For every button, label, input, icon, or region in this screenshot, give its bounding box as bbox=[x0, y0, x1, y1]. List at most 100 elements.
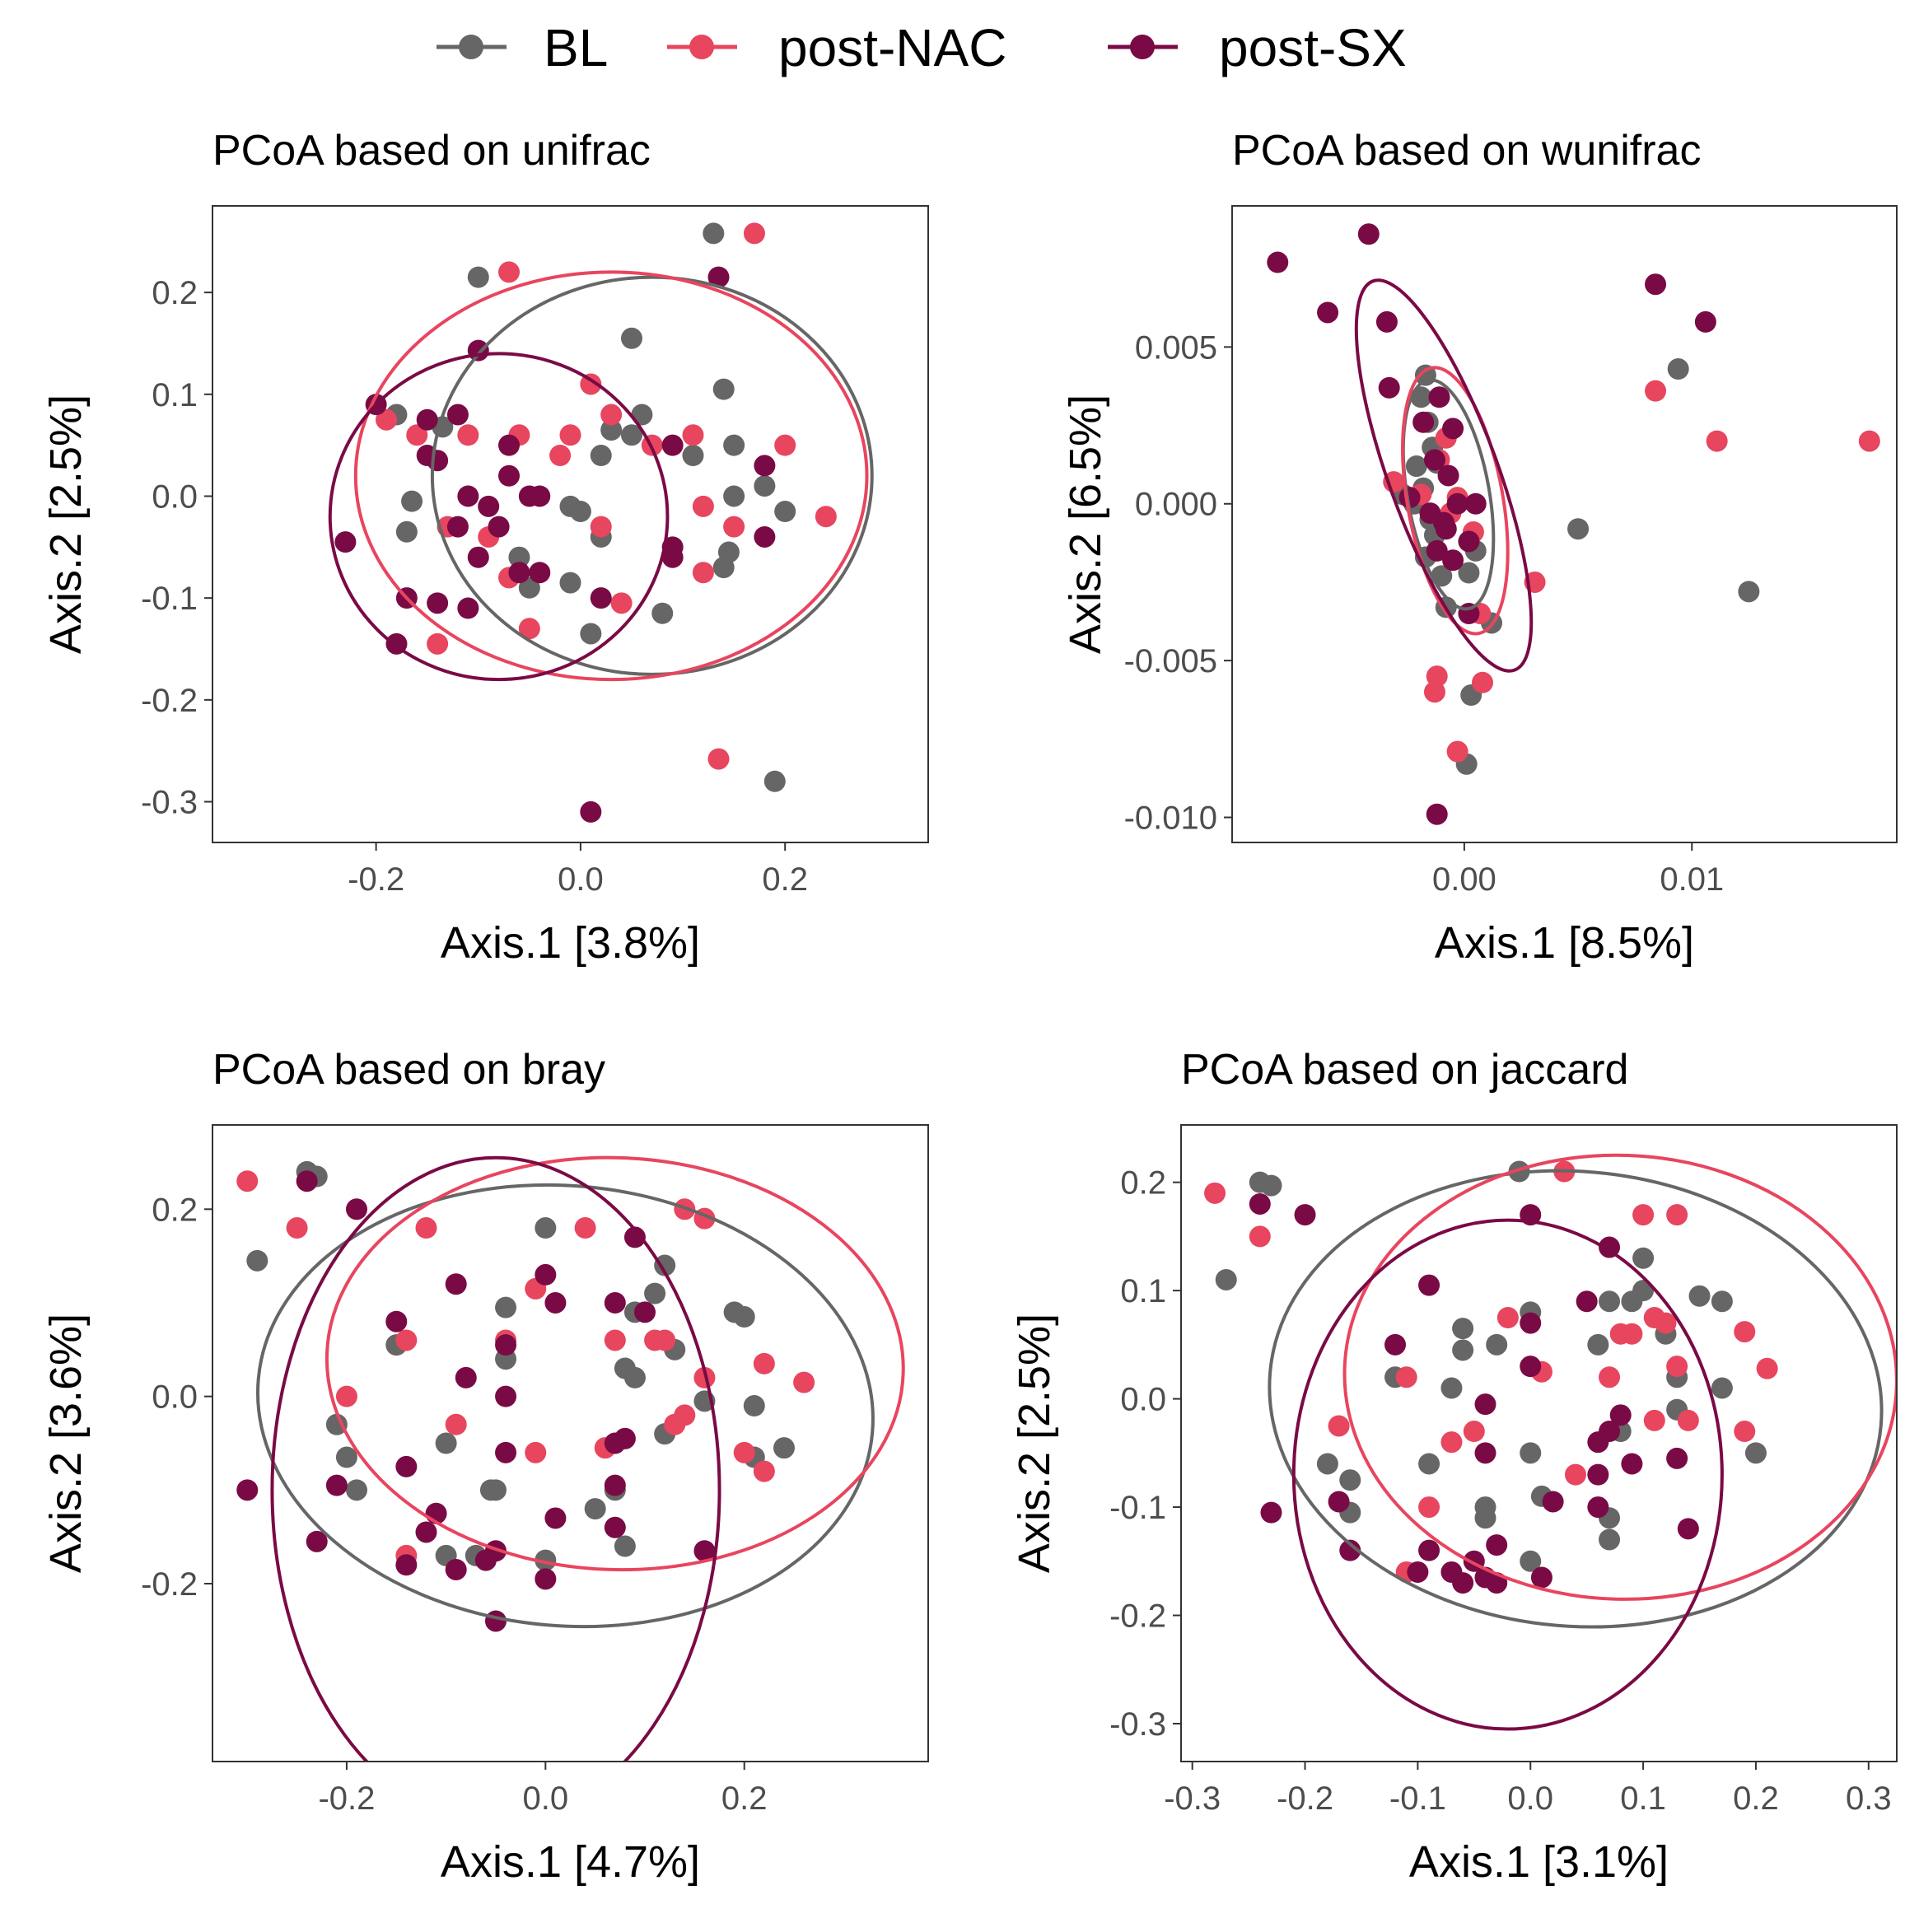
point-post-nac bbox=[1734, 1321, 1756, 1343]
point-post-nac bbox=[1328, 1415, 1350, 1437]
point-bl bbox=[717, 541, 740, 563]
ellipse-post-sx bbox=[270, 1155, 721, 1762]
point-post-sx bbox=[446, 404, 469, 426]
y-axis-title: Axis.2 [2.5%] bbox=[41, 394, 91, 654]
point-bl bbox=[435, 1432, 457, 1454]
point-post-sx bbox=[1621, 1453, 1643, 1475]
point-bl bbox=[1632, 1247, 1655, 1269]
ellipse-post-sx bbox=[1354, 278, 1534, 673]
point-post-sx bbox=[1384, 1333, 1407, 1356]
point-post-sx bbox=[580, 800, 602, 823]
point-bl bbox=[1440, 1377, 1463, 1399]
point-post-sx bbox=[1609, 1404, 1632, 1426]
point-post-sx bbox=[604, 1516, 626, 1538]
point-bl bbox=[614, 1535, 636, 1557]
point-post-nac bbox=[692, 495, 714, 517]
ellipse-post-nac bbox=[1342, 1153, 1897, 1601]
point-bl bbox=[620, 327, 642, 349]
point-post-sx bbox=[478, 495, 500, 517]
point-post-nac bbox=[415, 1217, 437, 1239]
point-post-sx bbox=[457, 597, 479, 619]
point-post-sx bbox=[495, 1385, 517, 1407]
point-post-sx bbox=[385, 1310, 408, 1332]
point-post-sx bbox=[346, 1198, 368, 1220]
ellipse-post-nac bbox=[325, 1155, 905, 1572]
y-tick-label: -0.3 bbox=[141, 785, 198, 821]
point-post-sx bbox=[296, 1170, 318, 1192]
point-post-nac bbox=[610, 592, 633, 614]
point-post-sx bbox=[754, 525, 776, 548]
point-post-nac bbox=[1472, 671, 1494, 693]
point-post-nac bbox=[498, 261, 521, 283]
point-post-sx bbox=[604, 1291, 626, 1314]
y-tick-label: -0.005 bbox=[1124, 643, 1217, 679]
y-tick-label: -0.2 bbox=[141, 1566, 198, 1603]
point-post-nac bbox=[457, 424, 479, 446]
point-bl bbox=[1744, 1442, 1767, 1464]
point-bl bbox=[467, 266, 489, 288]
point-post-sx bbox=[1587, 1496, 1609, 1519]
point-bl bbox=[535, 1549, 557, 1571]
y-tick-label: -0.3 bbox=[1109, 1706, 1166, 1743]
point-post-nac bbox=[559, 424, 581, 446]
point-post-sx bbox=[1294, 1204, 1316, 1226]
point-post-sx bbox=[623, 1226, 646, 1248]
point-post-nac bbox=[604, 1329, 626, 1351]
plot-area bbox=[1267, 223, 1880, 825]
point-post-sx bbox=[1267, 251, 1289, 273]
point-bl bbox=[584, 1498, 606, 1520]
point-post-sx bbox=[1530, 1566, 1552, 1589]
point-bl bbox=[763, 770, 786, 792]
point-post-sx bbox=[1418, 1274, 1440, 1296]
y-tick-label: 0.2 bbox=[152, 275, 198, 311]
point-post-sx bbox=[495, 1334, 517, 1356]
point-post-sx bbox=[325, 1474, 348, 1496]
y-tick-label: -0.010 bbox=[1124, 800, 1217, 837]
point-post-nac bbox=[753, 1352, 775, 1374]
point-post-sx bbox=[1452, 1572, 1474, 1594]
point-bl bbox=[1667, 358, 1689, 380]
point-bl bbox=[1711, 1290, 1733, 1313]
point-post-nac bbox=[427, 632, 449, 655]
point-bl bbox=[1599, 1290, 1621, 1313]
x-tick-label: 0.2 bbox=[721, 1780, 768, 1817]
point-post-sx bbox=[1418, 1539, 1440, 1561]
point-bl bbox=[508, 546, 530, 568]
point-bl bbox=[518, 576, 540, 599]
y-tick-label: 0.1 bbox=[152, 377, 198, 413]
point-post-sx bbox=[415, 1521, 437, 1543]
point-bl bbox=[1452, 1339, 1474, 1361]
plot-area bbox=[328, 222, 874, 823]
point-post-sx bbox=[661, 546, 684, 568]
point-post-sx bbox=[544, 1507, 567, 1529]
x-tick-label: -0.2 bbox=[1277, 1780, 1333, 1817]
point-post-nac bbox=[1858, 430, 1880, 452]
panel-title: PCoA based on wunifrac bbox=[1232, 127, 1701, 175]
point-bl bbox=[569, 501, 591, 523]
point-post-nac bbox=[574, 1217, 596, 1239]
panel-unifrac: PCoA based on unifrac -0.2 0.0 0.2 -0.3 -0.2 -… bbox=[41, 127, 929, 968]
point-post-sx bbox=[1428, 386, 1450, 408]
point-post-nac bbox=[286, 1217, 308, 1239]
point-post-sx bbox=[661, 434, 684, 456]
point-post-sx bbox=[707, 266, 730, 288]
panel-wunifrac: PCoA based on wunifrac 0.00 0.01 -0.010 -0.0… bbox=[1061, 127, 1898, 968]
point-post-nac bbox=[664, 1413, 686, 1435]
point-bl bbox=[620, 424, 642, 446]
point-bl bbox=[590, 445, 612, 467]
point-post-nac bbox=[1734, 1421, 1756, 1443]
point-post-nac bbox=[1645, 380, 1667, 402]
point-post-nac bbox=[1249, 1225, 1271, 1248]
panel-border bbox=[212, 205, 929, 843]
point-bl bbox=[484, 1479, 507, 1501]
point-bl bbox=[1486, 1333, 1508, 1356]
point-bl bbox=[623, 1366, 646, 1388]
point-post-nac bbox=[1609, 1323, 1632, 1345]
point-bl bbox=[1520, 1442, 1542, 1464]
panel-bray: PCoA based on bray -0.2 0.0 0.2 -0.2 0.0 0.2 Ax… bbox=[41, 1046, 929, 1887]
point-post-nac bbox=[1463, 1421, 1485, 1443]
point-bl bbox=[335, 1446, 357, 1468]
point-post-sx bbox=[1474, 1393, 1496, 1416]
point-post-sx bbox=[1458, 530, 1480, 553]
x-tick-label: -0.3 bbox=[1164, 1780, 1221, 1817]
